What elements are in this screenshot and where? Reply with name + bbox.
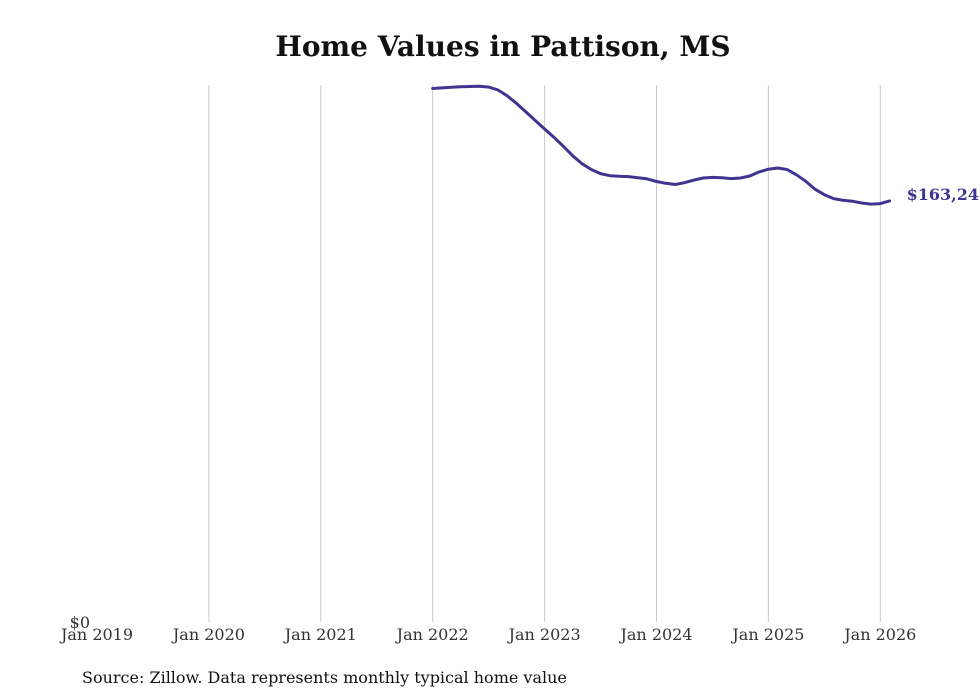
x-tick-label: Jan 2019 [59,625,133,644]
gridlines [208,85,881,622]
x-tick-label: Jan 2024 [618,625,692,644]
x-tick-label: Jan 2020 [171,625,245,644]
home-value-line [431,84,892,206]
x-tick-label: Jan 2023 [507,625,581,644]
x-tick-label: Jan 2021 [283,625,357,644]
x-tick-label: Jan 2025 [730,625,804,644]
axis-ticks: Jan 2019 Jan 2020 Jan 2021 Jan 2022 Jan 2023… [59,613,916,644]
x-tick-label: Jan 2022 [395,625,469,644]
y-tick-label: $0 [70,613,90,632]
x-tick-label: Jan 2026 [842,625,916,644]
chart-title: Home Values in Pattison, MS [275,30,731,63]
latest-value-label: $163,241 [907,185,980,204]
source-note: Source: Zillow. Data represents monthly … [82,668,567,687]
